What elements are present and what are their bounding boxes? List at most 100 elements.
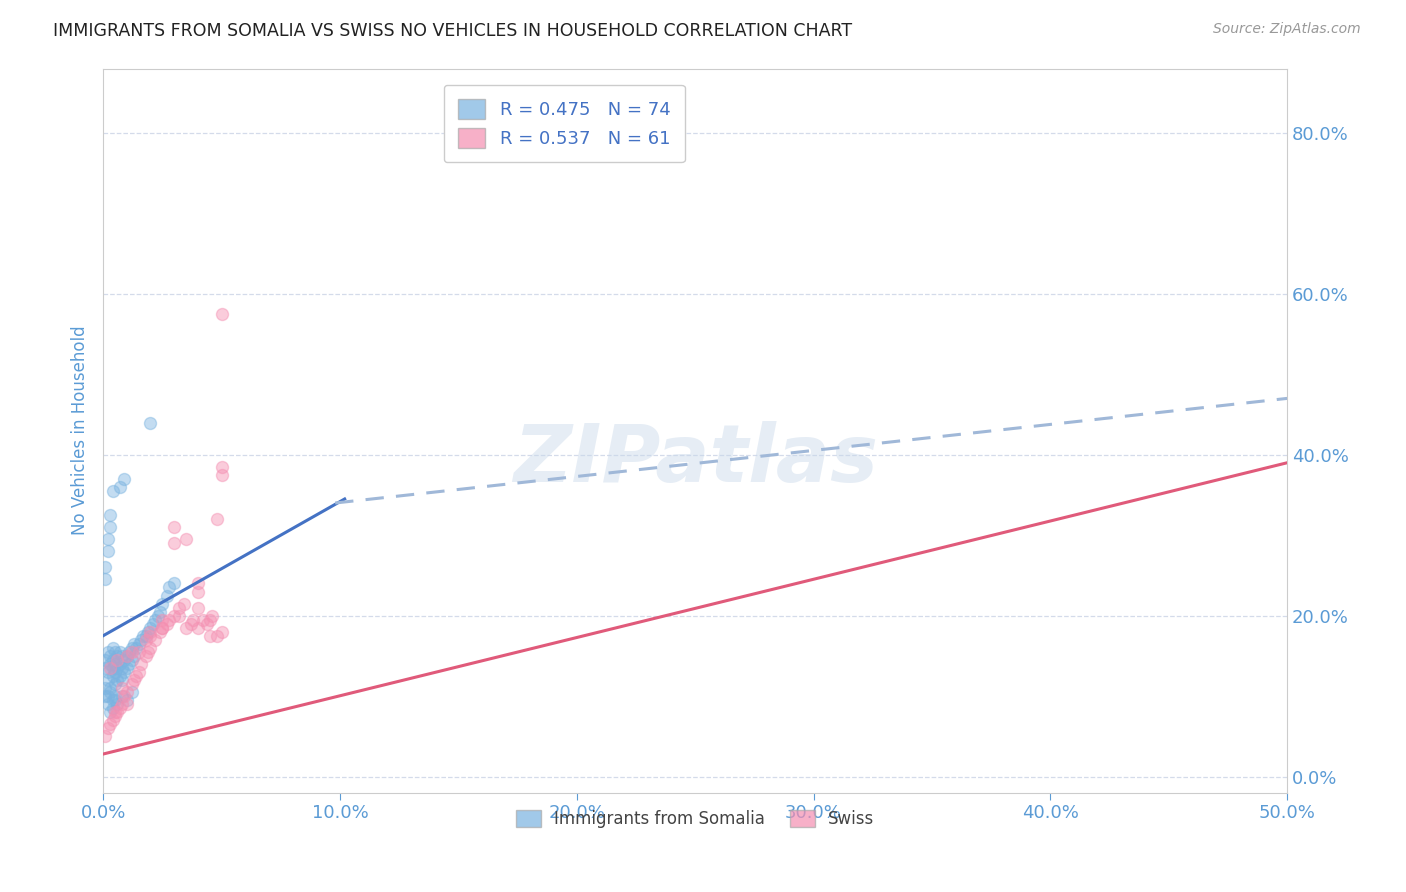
Point: [136, 624, 159, 639]
Point: [129, 657, 152, 671]
Text: ZIPatlas: ZIPatlas: [513, 420, 877, 499]
Point: [101, 713, 124, 727]
Point: [94, 661, 117, 675]
Point: [105, 648, 128, 663]
Point: [149, 605, 172, 619]
Point: [98, 681, 121, 695]
Point: [115, 661, 138, 675]
Point: [114, 653, 136, 667]
Point: [198, 629, 221, 643]
Point: [94, 729, 117, 743]
Point: [135, 632, 157, 647]
Point: [115, 685, 138, 699]
Point: [98, 520, 121, 534]
Point: [97, 532, 120, 546]
Point: [115, 648, 138, 663]
Point: [174, 532, 197, 546]
Point: [173, 597, 195, 611]
Point: [143, 613, 166, 627]
Point: [101, 483, 124, 498]
Point: [97, 544, 120, 558]
Point: [132, 629, 155, 643]
Point: [211, 459, 233, 474]
Point: [128, 645, 150, 659]
Point: [111, 681, 134, 695]
Point: [122, 637, 145, 651]
Point: [122, 673, 145, 687]
Point: [101, 653, 124, 667]
Point: [167, 608, 190, 623]
Point: [187, 600, 209, 615]
Point: [104, 709, 127, 723]
Text: IMMIGRANTS FROM SOMALIA VS SWISS NO VEHICLES IN HOUSEHOLD CORRELATION CHART: IMMIGRANTS FROM SOMALIA VS SWISS NO VEHI…: [53, 22, 852, 40]
Point: [94, 573, 117, 587]
Point: [118, 645, 141, 659]
Point: [121, 645, 143, 659]
Point: [150, 597, 173, 611]
Point: [114, 472, 136, 486]
Point: [104, 677, 127, 691]
Point: [94, 689, 117, 703]
Point: [121, 677, 143, 691]
Point: [135, 648, 157, 663]
Legend: Immigrants from Somalia, Swiss: Immigrants from Somalia, Swiss: [509, 804, 882, 835]
Point: [97, 665, 120, 679]
Point: [139, 640, 162, 655]
Point: [97, 673, 120, 687]
Point: [205, 629, 228, 643]
Point: [104, 705, 127, 719]
Point: [97, 689, 120, 703]
Point: [98, 705, 121, 719]
Point: [198, 613, 221, 627]
Point: [101, 701, 124, 715]
Point: [108, 669, 131, 683]
Y-axis label: No Vehicles in Household: No Vehicles in Household: [72, 326, 89, 535]
Point: [94, 681, 117, 695]
Point: [174, 621, 197, 635]
Point: [121, 640, 143, 655]
Point: [195, 616, 218, 631]
Point: [101, 669, 124, 683]
Point: [101, 661, 124, 675]
Point: [105, 653, 128, 667]
Point: [105, 661, 128, 675]
Point: [98, 657, 121, 671]
Point: [181, 613, 204, 627]
Point: [163, 608, 186, 623]
Text: Source: ZipAtlas.com: Source: ZipAtlas.com: [1213, 22, 1361, 37]
Point: [136, 645, 159, 659]
Point: [115, 648, 138, 663]
Point: [191, 613, 214, 627]
Point: [167, 600, 190, 615]
Point: [115, 697, 138, 711]
Point: [159, 613, 181, 627]
Point: [163, 536, 186, 550]
Point: [187, 621, 209, 635]
Point: [118, 657, 141, 671]
Point: [111, 689, 134, 703]
Point: [150, 621, 173, 635]
Point: [156, 589, 179, 603]
Point: [108, 480, 131, 494]
Point: [94, 560, 117, 574]
Point: [111, 697, 134, 711]
Point: [97, 645, 120, 659]
Point: [187, 584, 209, 599]
Point: [121, 685, 143, 699]
Point: [98, 661, 121, 675]
Point: [150, 613, 173, 627]
Point: [143, 632, 166, 647]
Point: [98, 685, 121, 699]
Point: [101, 640, 124, 655]
Point: [149, 624, 172, 639]
Point: [94, 653, 117, 667]
Point: [129, 632, 152, 647]
Point: [108, 701, 131, 715]
Point: [211, 624, 233, 639]
Point: [104, 689, 127, 703]
Point: [205, 512, 228, 526]
Point: [122, 648, 145, 663]
Point: [201, 608, 224, 623]
Point: [156, 616, 179, 631]
Point: [142, 616, 165, 631]
